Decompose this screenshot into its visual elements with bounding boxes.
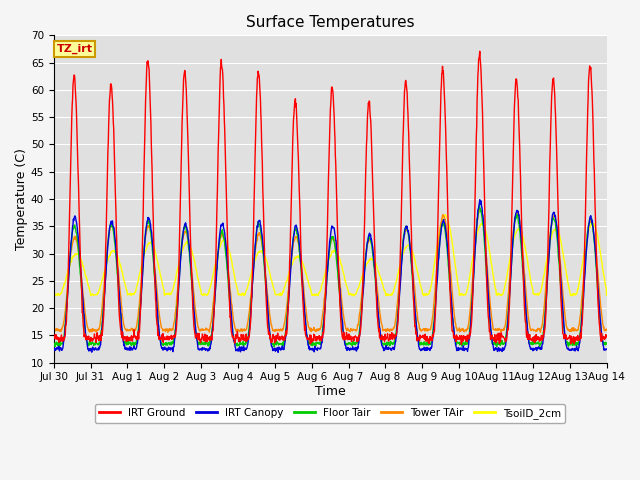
Text: TZ_irt: TZ_irt xyxy=(56,44,93,54)
Y-axis label: Temperature (C): Temperature (C) xyxy=(15,148,28,250)
X-axis label: Time: Time xyxy=(315,385,346,398)
Legend: IRT Ground, IRT Canopy, Floor Tair, Tower TAir, TsoilD_2cm: IRT Ground, IRT Canopy, Floor Tair, Towe… xyxy=(95,404,566,423)
Title: Surface Temperatures: Surface Temperatures xyxy=(246,15,415,30)
